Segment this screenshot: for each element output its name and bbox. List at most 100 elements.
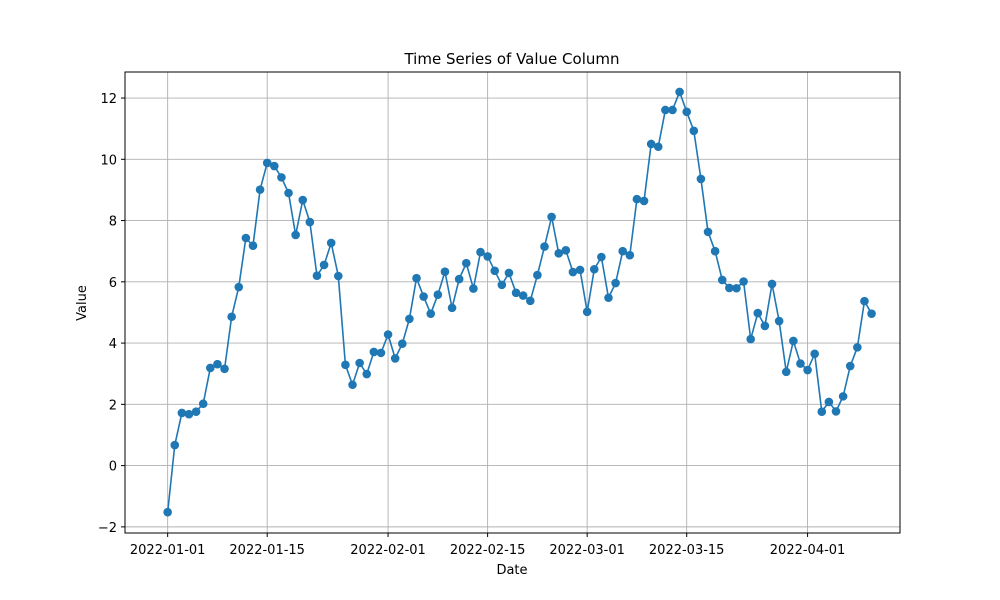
x-tick-label: 2022-02-15 bbox=[450, 543, 526, 558]
data-point bbox=[227, 312, 236, 322]
data-point bbox=[774, 316, 784, 326]
data-point bbox=[604, 293, 613, 303]
data-point bbox=[803, 365, 812, 375]
data-point bbox=[469, 284, 478, 293]
data-point bbox=[326, 238, 336, 248]
data-point bbox=[639, 196, 649, 206]
data-point bbox=[383, 330, 393, 339]
data-point bbox=[710, 246, 720, 256]
data-point bbox=[796, 359, 805, 368]
data-point bbox=[334, 271, 343, 281]
data-point bbox=[661, 105, 670, 115]
data-point bbox=[248, 241, 258, 250]
data-point bbox=[703, 227, 713, 237]
data-point bbox=[618, 246, 628, 256]
data-point bbox=[305, 217, 315, 227]
data-point bbox=[831, 407, 841, 416]
x-tick-label: 2022-03-15 bbox=[649, 543, 725, 558]
data-point bbox=[312, 271, 322, 280]
data-point bbox=[447, 303, 457, 313]
data-point bbox=[262, 158, 272, 168]
data-point bbox=[461, 258, 471, 268]
data-point bbox=[405, 314, 414, 324]
x-tick-label: 2022-02-01 bbox=[350, 543, 426, 558]
data-point bbox=[426, 309, 436, 318]
y-tick-label: 2 bbox=[109, 398, 117, 413]
data-point bbox=[717, 275, 727, 285]
data-point bbox=[845, 361, 855, 371]
data-point bbox=[376, 348, 386, 358]
data-point bbox=[575, 265, 585, 275]
data-point bbox=[390, 354, 400, 363]
y-tick-label: 6 bbox=[109, 276, 117, 291]
data-point bbox=[753, 308, 763, 318]
data-point bbox=[675, 87, 684, 97]
data-point bbox=[277, 173, 286, 182]
y-tick-label: 12 bbox=[100, 92, 117, 107]
data-point bbox=[454, 274, 464, 284]
data-point bbox=[789, 336, 798, 346]
data-point bbox=[355, 358, 364, 368]
x-tick-label: 2022-03-01 bbox=[549, 543, 625, 558]
data-point bbox=[504, 268, 514, 278]
data-point bbox=[270, 161, 279, 171]
data-point bbox=[362, 369, 372, 379]
data-point bbox=[817, 407, 827, 417]
data-point bbox=[170, 440, 180, 450]
data-point bbox=[518, 291, 528, 300]
data-point bbox=[284, 188, 293, 198]
y-axis-label: Value bbox=[75, 285, 90, 321]
data-point bbox=[732, 283, 741, 293]
data-point bbox=[696, 174, 706, 184]
x-tick-label: 2022-01-01 bbox=[130, 543, 206, 558]
data-point bbox=[860, 296, 869, 306]
chart-title: Time Series of Value Column bbox=[403, 50, 619, 68]
x-tick-label: 2022-01-15 bbox=[229, 543, 305, 558]
data-point bbox=[853, 343, 862, 352]
data-point bbox=[739, 277, 748, 286]
data-point bbox=[838, 392, 848, 401]
data-point bbox=[440, 267, 450, 277]
y-tick-label: 0 bbox=[109, 460, 117, 475]
data-point bbox=[184, 409, 194, 419]
data-point bbox=[625, 250, 635, 260]
y-tick-label: −2 bbox=[98, 521, 117, 536]
data-point bbox=[241, 233, 251, 243]
data-point bbox=[511, 288, 521, 298]
data-point bbox=[433, 290, 443, 299]
data-point bbox=[682, 107, 691, 117]
y-tick-label: 4 bbox=[109, 337, 117, 352]
data-point bbox=[291, 230, 300, 240]
y-axis-ticks: −2 0 2 4 6 8 10 12 bbox=[98, 92, 125, 536]
data-point bbox=[206, 363, 215, 373]
data-point bbox=[867, 309, 876, 318]
data-point bbox=[198, 399, 208, 409]
data-point bbox=[653, 142, 663, 152]
x-axis-label: Date bbox=[496, 563, 527, 578]
data-point bbox=[369, 347, 379, 357]
data-point bbox=[255, 185, 265, 194]
x-axis-ticks: 2022-01-01 2022-01-15 2022-02-01 2022-02-15… bbox=[130, 533, 845, 558]
data-point bbox=[341, 360, 350, 370]
data-point bbox=[746, 334, 755, 344]
data-point bbox=[554, 249, 564, 258]
data-point bbox=[298, 195, 308, 205]
data-point bbox=[689, 126, 699, 136]
y-tick-label: 8 bbox=[109, 215, 117, 230]
data-point bbox=[668, 105, 677, 115]
data-point bbox=[163, 507, 172, 517]
data-point bbox=[476, 247, 485, 257]
data-point bbox=[177, 408, 187, 418]
data-point bbox=[419, 292, 428, 301]
data-point bbox=[767, 279, 777, 289]
data-point bbox=[497, 280, 507, 290]
data-point bbox=[597, 252, 606, 262]
data-point bbox=[547, 212, 556, 222]
data-point bbox=[760, 321, 770, 331]
data-point bbox=[589, 264, 599, 274]
data-point bbox=[824, 397, 834, 407]
data-point bbox=[582, 307, 592, 317]
y-tick-label: 10 bbox=[100, 153, 117, 168]
data-point bbox=[490, 266, 500, 276]
